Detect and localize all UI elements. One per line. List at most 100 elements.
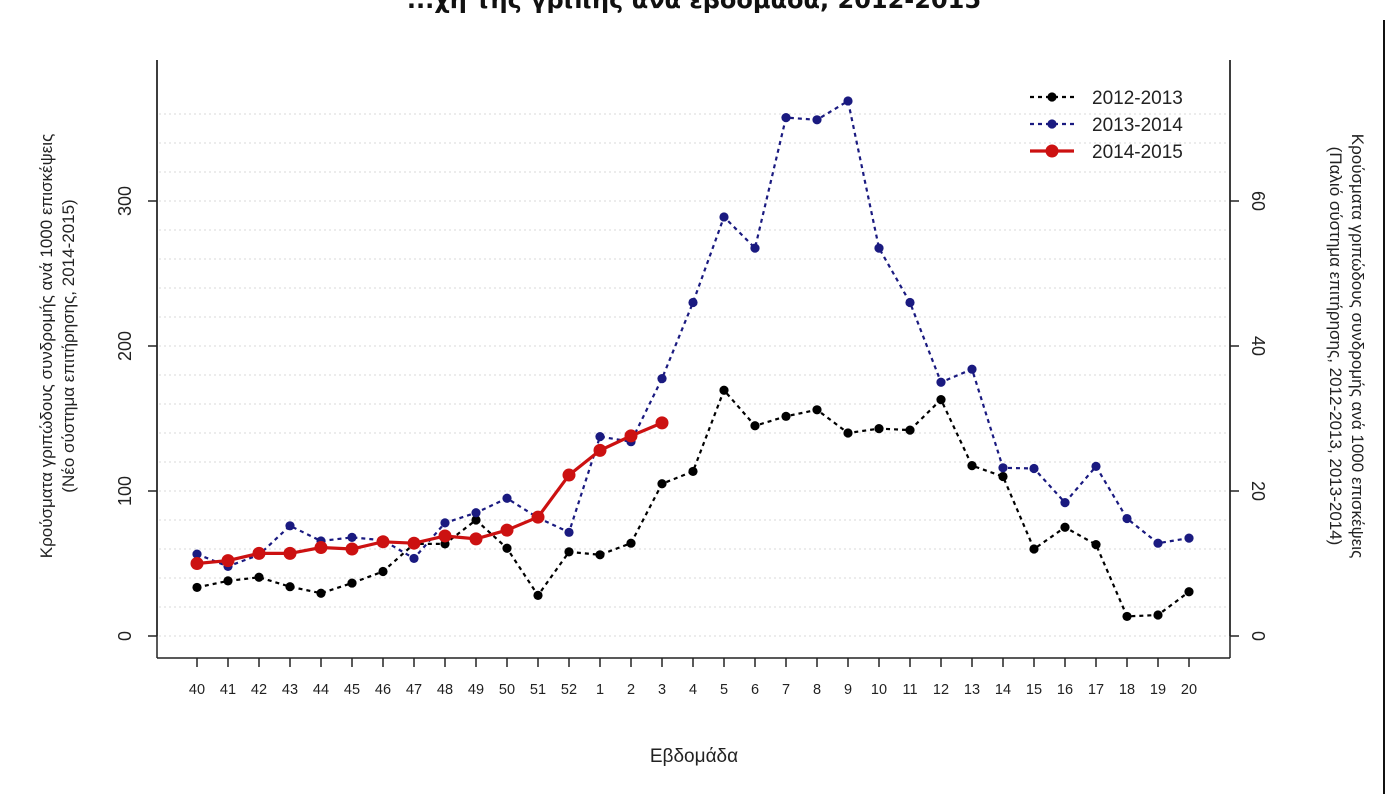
data-point-2014-2015: [655, 416, 669, 430]
data-point-2012-2013: [626, 538, 636, 548]
data-point-2013-2014: [781, 113, 791, 123]
x-tick-label: 10: [871, 682, 887, 698]
series-line-2014-2015: [196, 421, 663, 566]
data-point-2013-2014: [1122, 513, 1132, 524]
data-point-2012-2013: [1184, 587, 1194, 597]
data-point-2012-2013: [254, 572, 264, 582]
data-point-2012-2013: [533, 590, 543, 601]
data-point-2012-2013: [657, 479, 667, 489]
data-point-2012-2013: [812, 405, 822, 415]
data-point-2012-2013: [998, 471, 1008, 482]
x-tick-label: 14: [995, 682, 1011, 698]
legend-label: 2013-2014: [1092, 115, 1183, 136]
right-edge-line: [1383, 20, 1385, 794]
data-point-2014-2015: [190, 557, 204, 570]
x-tick-label: 16: [1057, 682, 1073, 698]
series-line-2012-2013: [196, 388, 1190, 618]
data-point-2012-2013: [564, 547, 574, 557]
data-point-2013-2014: [471, 508, 481, 518]
x-tick-label: 20: [1181, 682, 1197, 698]
data-point-2012-2013: [843, 428, 853, 438]
data-point-2013-2014: [750, 243, 760, 253]
chart-title: ...χη της γρίπης ανα εβδομάδα, 2012-2015: [406, 0, 982, 14]
data-point-2013-2014: [1091, 461, 1101, 471]
x-tick-label: 4: [689, 682, 697, 698]
data-point-2012-2013: [1029, 544, 1039, 554]
x-tick-label: 3: [658, 682, 666, 698]
x-tick-label: 9: [844, 682, 852, 698]
x-tick-label: 51: [530, 682, 546, 698]
x-tick-label: 11: [902, 682, 917, 698]
data-point-2013-2014: [1029, 463, 1039, 474]
data-point-2012-2013: [347, 578, 357, 588]
data-point-2013-2014: [502, 493, 512, 503]
data-point-2013-2014: [564, 527, 574, 537]
x-axis-label: Εβδομάδα: [650, 746, 738, 767]
x-tick-label: 46: [375, 682, 391, 698]
data-point-2013-2014: [1060, 498, 1070, 508]
x-tick-label: 18: [1119, 682, 1135, 698]
y-axis-label-right-sub: (Παλιό σύστημα επιτήρησης, 2012-2013, 20…: [1326, 147, 1345, 546]
data-point-2012-2013: [905, 425, 915, 435]
data-point-2013-2014: [812, 115, 822, 125]
x-tick-label: 48: [437, 682, 453, 698]
legend-label: 2014-2015: [1092, 142, 1183, 163]
x-tick-label: 19: [1150, 682, 1166, 698]
data-point-2014-2015: [283, 546, 297, 560]
data-point-2013-2014: [998, 463, 1008, 473]
data-point-2013-2014: [1184, 533, 1194, 543]
data-point-2014-2015: [221, 554, 235, 568]
data-point-2014-2015: [469, 532, 483, 546]
y-tick-label-left: 100: [115, 476, 135, 506]
data-point-2013-2014: [905, 297, 915, 308]
legend-label: 2012-2013: [1092, 88, 1183, 109]
data-point-2014-2015: [531, 510, 545, 524]
data-point-2014-2015: [500, 523, 514, 537]
data-point-2013-2014: [440, 518, 450, 528]
data-point-2014-2015: [593, 443, 607, 457]
x-tick-label: 17: [1088, 682, 1104, 698]
data-point-2012-2013: [378, 566, 388, 577]
x-tick-label: 6: [751, 682, 759, 698]
x-tick-label: 42: [251, 682, 267, 698]
data-point-2012-2013: [688, 466, 698, 477]
x-tick-label: 2: [627, 682, 635, 698]
y-tick-label-left: 200: [115, 331, 135, 361]
y-tick-label-right: 60: [1248, 191, 1268, 211]
data-point-2012-2013: [781, 411, 791, 421]
x-tick-label: 40: [189, 682, 205, 698]
series-line-2013-2014: [196, 99, 1190, 568]
data-point-2014-2015: [376, 535, 390, 549]
x-tick-label: 50: [499, 682, 515, 698]
y-axis-label-left-sub: (Νέο σύστημα επιτήρησης, 2014-2015): [59, 199, 78, 492]
data-point-2012-2013: [1153, 610, 1163, 620]
data-point-2012-2013: [1060, 522, 1070, 532]
y-tick-label-left: 300: [115, 186, 135, 216]
data-point-2013-2014: [688, 297, 698, 308]
x-tick-label: 13: [964, 682, 980, 698]
data-point-2013-2014: [595, 432, 605, 442]
legend-marker: [1045, 144, 1059, 158]
data-point-2013-2014: [347, 532, 357, 543]
y-tick-label-right: 0: [1248, 631, 1268, 641]
data-point-2014-2015: [252, 546, 266, 560]
data-point-2012-2013: [967, 461, 977, 471]
data-point-2014-2015: [438, 529, 452, 543]
data-point-2012-2013: [285, 582, 295, 592]
data-point-2012-2013: [223, 576, 233, 586]
data-point-2014-2015: [624, 429, 638, 443]
x-tick-label: 5: [720, 682, 728, 698]
data-point-2012-2013: [719, 385, 729, 395]
data-point-2013-2014: [192, 549, 202, 559]
data-point-2012-2013: [874, 424, 884, 434]
data-point-2013-2014: [285, 521, 295, 531]
legend-marker: [1047, 119, 1057, 129]
data-point-2012-2013: [595, 550, 605, 560]
x-tick-label: 52: [561, 682, 577, 698]
x-tick-label: 43: [282, 682, 298, 698]
x-tick-label: 1: [596, 682, 604, 698]
data-point-2012-2013: [750, 421, 760, 431]
y-axis-label-right: Κρούσματα γριπώδους συνδρομής ανά 1000 ε…: [1348, 134, 1367, 559]
